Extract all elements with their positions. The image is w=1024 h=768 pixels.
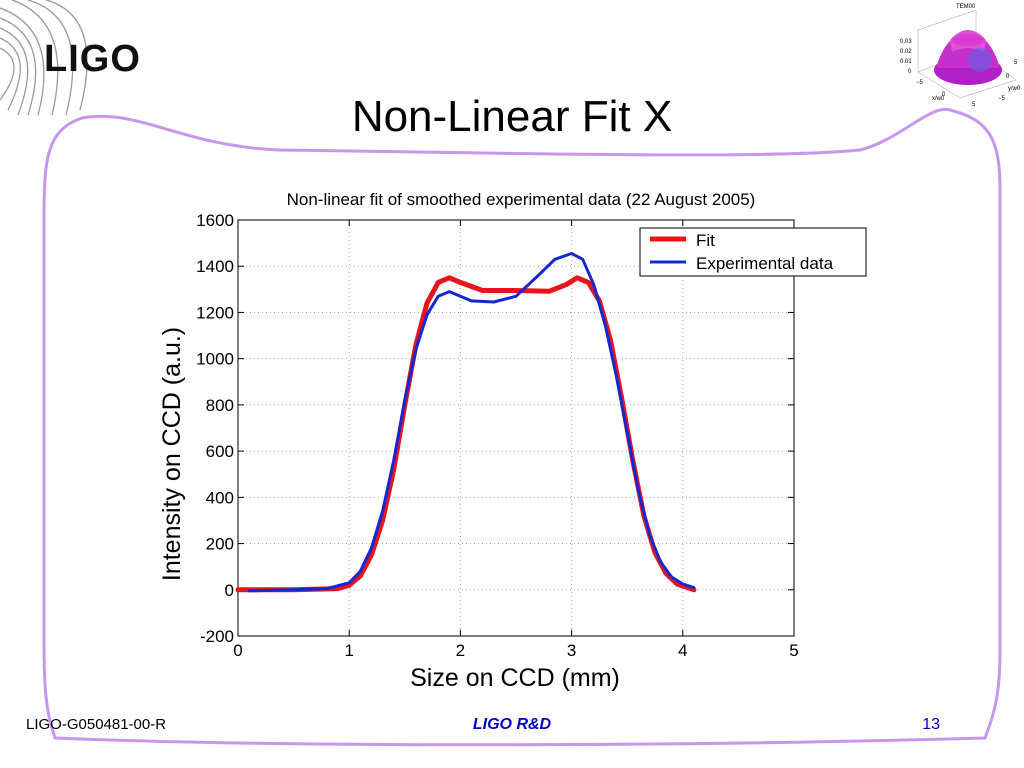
footer-document-id: LIGO-G050481-00-R xyxy=(26,716,167,733)
plot-area xyxy=(238,220,794,636)
x-tick-label: 1 xyxy=(344,641,353,660)
chart-series xyxy=(235,252,697,593)
x-tick-label: 5 xyxy=(789,641,798,660)
y-tick-label: 1600 xyxy=(196,211,234,230)
y-tick-label: 0 xyxy=(225,581,234,600)
thumb-z-tick: 0.03 xyxy=(900,39,912,45)
y-tick-label: 200 xyxy=(206,535,234,554)
thumbnail-title: TEM00 xyxy=(956,4,976,10)
x-tick-label: 4 xyxy=(678,641,687,660)
y-tick-label: 400 xyxy=(206,488,234,507)
legend-fit-label: Fit xyxy=(696,231,715,250)
x-tick-label: 3 xyxy=(567,641,576,660)
ligo-logo-arcs xyxy=(0,0,88,116)
tem00-thumbnail: TEM00 0.03 0.02 0.01 0 −5 0 5 5 0 −5 x/w… xyxy=(900,4,1021,108)
thumb-z-tick: 0.02 xyxy=(900,49,912,55)
chart-axes xyxy=(237,219,795,637)
series-line-experimental-data xyxy=(247,252,696,593)
chart-title: Non-linear fit of smoothed experimental … xyxy=(287,190,756,209)
thumb-x-tick: 0 xyxy=(942,92,946,98)
thumb-z-tick: 0 xyxy=(908,69,912,75)
thumb-x-tick: 5 xyxy=(972,102,976,108)
x-tick-label: 2 xyxy=(456,641,465,660)
chart-y-axis-label: Intensity on CCD (a.u.) xyxy=(158,327,186,581)
y-tick-label: 1400 xyxy=(196,257,234,276)
y-tick-label: 1200 xyxy=(196,303,234,322)
y-tick-label: 1000 xyxy=(196,350,234,369)
chart-legend: Fit Experimental data xyxy=(639,227,867,277)
ligo-logo: LIGO xyxy=(44,38,141,80)
thumb-z-tick: 0.01 xyxy=(900,59,912,65)
y-tick-label: 600 xyxy=(206,442,234,461)
thumb-y-tick: 5 xyxy=(1014,60,1018,66)
slide-title: Non-Linear Fit X xyxy=(351,92,673,141)
legend-box xyxy=(639,227,867,277)
thumb-y-label: y/w0 xyxy=(1008,86,1021,92)
y-tick-label: -200 xyxy=(200,627,234,646)
thumb-y-tick: 0 xyxy=(1006,74,1010,80)
footer-organization: LIGO R&D xyxy=(472,716,552,733)
thumb-x-label: x/w0 xyxy=(932,96,945,102)
x-tick-label: 0 xyxy=(233,641,242,660)
legend-experimental-label: Experimental data xyxy=(696,254,834,273)
chart-x-axis-label: Size on CCD (mm) xyxy=(410,664,620,692)
plot-border xyxy=(237,219,795,637)
thumb-y-tick: −5 xyxy=(998,96,1006,102)
y-tick-label: 800 xyxy=(206,396,234,415)
thumb-x-tick: −5 xyxy=(916,80,924,86)
chart-grid xyxy=(238,220,794,636)
page-number: 13 xyxy=(922,716,940,733)
chart: Non-linear fit of smoothed experimental … xyxy=(158,190,867,692)
